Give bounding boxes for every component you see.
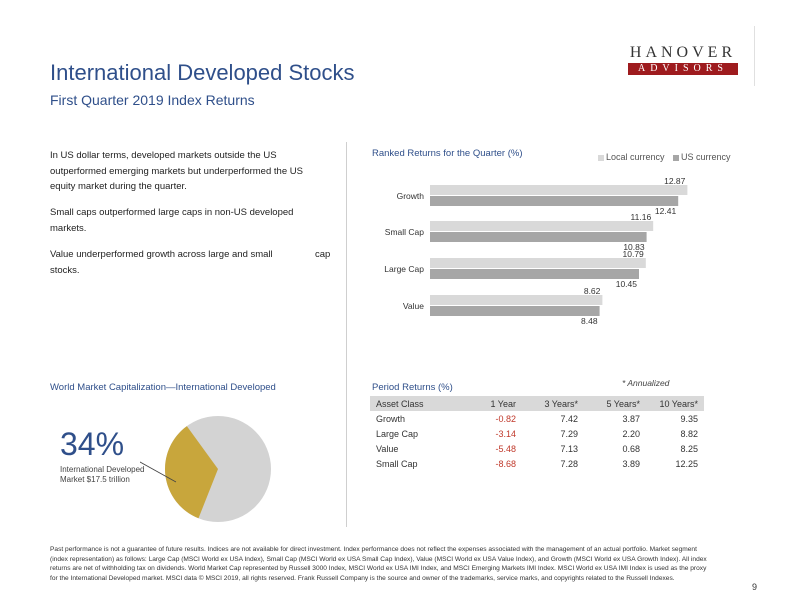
table-row: Large Cap -3.14 7.29 2.20 8.82 [370,426,704,441]
bar-us-currency [430,196,679,206]
bar-local-currency [430,221,654,231]
table-cell: -0.82 [495,413,516,424]
category-label: Growth [397,191,425,201]
bar-us-currency [430,269,639,279]
annualized-note: * Annualized [622,378,670,388]
pie-leader-line [140,461,177,483]
pie-percent: 34% [60,426,125,462]
table-cell: 7.29 [560,428,578,439]
chart-title: Ranked Returns for the Quarter (%) [372,148,523,159]
disclaimer-footnote: Past performance is not a guarantee of f… [50,546,707,582]
column-header: 5 Years* [584,396,646,411]
bullet-line: stocks. [50,264,80,276]
table-cell: 7.28 [560,458,578,469]
bar-local-currency [430,295,603,305]
column-header: 10 Years* [646,396,704,411]
table-cell: 9.35 [680,413,698,424]
bar-value-label: 12.41 [655,206,677,216]
table-cell: 3.89 [622,458,640,469]
logo-line-1: HANOVER [629,44,737,61]
table-cell: -8.68 [495,458,516,469]
bar-value-label: 10.83 [623,242,645,252]
table-row: Small Cap -8.68 7.28 3.89 12.25 [370,456,704,471]
bar-local-currency [430,258,646,268]
legend-item-local: Local currency [598,152,665,162]
table-cell: 8.25 [680,443,698,454]
bar-value-label: 8.48 [581,316,598,326]
bar-local-currency [430,185,688,195]
table-cell: 2.20 [622,428,640,439]
bar-value-label: 8.62 [584,286,601,296]
page-subtitle: First Quarter 2019 Index Returns [50,92,255,108]
table-cell: 0.68 [622,443,640,454]
period-returns-title: Period Returns (%) [372,382,453,393]
table-cell: Growth [376,413,406,424]
chart-legend: Local currency US currency [598,152,737,162]
page-title: International Developed Stocks [50,60,355,85]
legend-item-us: US currency [673,152,731,162]
bar-value-label: 10.45 [616,279,638,289]
table-cell: Value [376,443,399,454]
table-cell: 8.82 [680,428,698,439]
bullet-text: Small caps outperformed large caps in no… [50,207,294,234]
table-header-row: Asset Class 1 Year 3 Years* 5 Years* 10 … [370,396,704,411]
bar-value-label: 10.79 [623,249,645,259]
market-cap-pie [140,416,271,522]
bar-us-currency [430,232,647,242]
column-header: Asset Class [370,396,462,411]
column-header: 3 Years* [522,396,584,411]
table-cell: -3.14 [495,428,516,439]
bullet-text: Value underperformed growth across large… [50,247,315,278]
legend-swatch-local [598,154,604,161]
bar-value-label: 11.16 [631,212,652,222]
company-logo: HANOVER ADVISORS [628,44,738,75]
logo-line-2: ADVISORS [628,63,738,75]
bar-us-currency [430,306,600,316]
legend-label-local: Local currency [606,152,665,162]
pie-intl-developed-slice [165,426,218,519]
table-cell: -5.48 [495,443,516,454]
header-divider [754,26,755,86]
bullet-overflow-word: cap [315,249,331,260]
table-cell: Large Cap [376,428,419,439]
period-returns-table: Asset Class 1 Year 3 Years* 5 Years* 10 … [370,396,704,471]
bullet-line: Value underperformed growth across large… [50,249,273,260]
table-cell: 12.25 [675,458,698,469]
market-cap-title: World Market Capitalization—Internationa… [50,382,276,393]
category-label: Value [403,301,424,311]
table-row: Growth -0.82 7.42 3.87 9.35 [370,411,704,426]
table-cell: 3.87 [622,413,640,424]
table-cell: 7.42 [560,413,578,424]
ranked-returns-chart: Growth 12.87 12.41 Small Cap 11.16 10.83 Large… [384,176,688,326]
legend-swatch-us [673,154,680,161]
legend-label-us: US currency [681,152,731,162]
page-number: 9 [752,582,758,592]
table-row: Value -5.48 7.13 0.68 8.25 [370,441,704,456]
column-divider [346,142,347,527]
column-header: 1 Year [462,396,522,411]
category-label: Small Cap [385,227,424,237]
table-cell: Small Cap [376,458,418,469]
pie-label: International Developed Market $17.5 tri… [60,465,145,484]
bullet-text: In US dollar terms, developed markets ou… [50,150,303,192]
category-label: Large Cap [384,264,424,274]
bar-value-label: 12.87 [664,176,686,186]
table-cell: 7.13 [560,443,578,454]
